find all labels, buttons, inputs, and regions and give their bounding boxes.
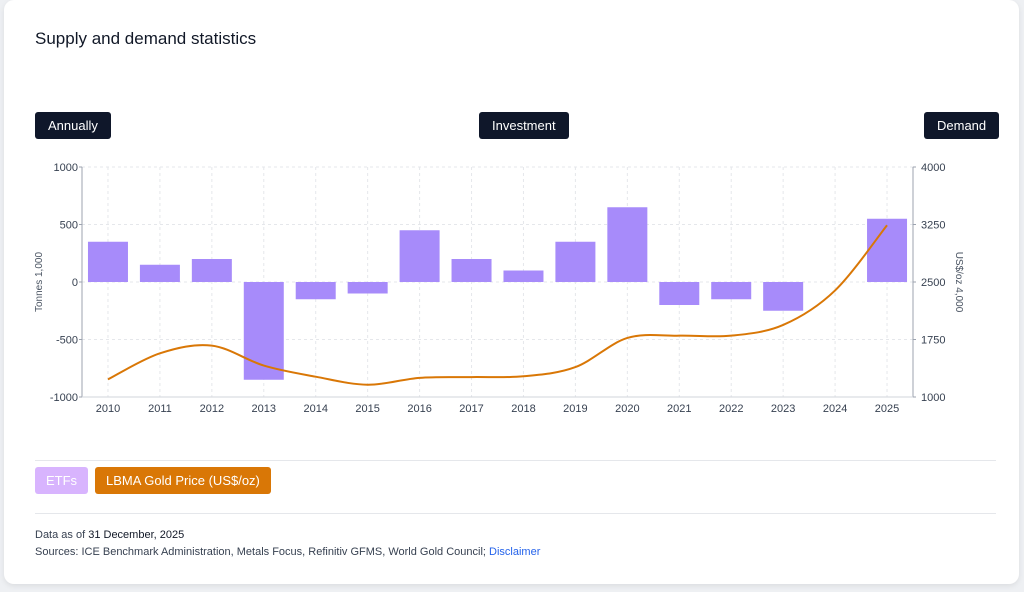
etf-bar — [555, 241, 596, 282]
x-tick-label: 2010 — [96, 403, 120, 415]
x-tick-label: 2022 — [719, 403, 743, 415]
etf-bar — [659, 282, 700, 305]
y2-axis-label: US$/oz 4,000 — [953, 252, 964, 313]
x-tick-label: 2025 — [875, 403, 899, 415]
y-tick-label: 1000 — [54, 162, 78, 174]
x-tick-label: 2012 — [200, 403, 224, 415]
etf-bar — [399, 230, 440, 282]
legend-divider-bottom — [35, 513, 996, 514]
etf-bar — [295, 282, 336, 300]
x-tick-label: 2011 — [148, 403, 172, 415]
y2-tick-label: 1000 — [921, 392, 945, 404]
data-as-of-date: 31 December, 2025 — [88, 529, 185, 541]
sources-text: Sources: ICE Benchmark Administration, M… — [35, 546, 486, 558]
etf-bar — [347, 282, 388, 294]
etf-bar — [503, 270, 544, 282]
x-tick-label: 2021 — [667, 403, 691, 415]
x-tick-label: 2018 — [511, 403, 535, 415]
y-tick-label: 500 — [60, 220, 78, 232]
x-tick-label: 2016 — [407, 403, 431, 415]
legend-etfs-toggle[interactable]: ETFs — [35, 467, 89, 494]
gold-price-line — [107, 224, 888, 386]
combo-chart: 1000 4000 500 3250 0 2500 -500 1750 -1000 1000 Ton… — [34, 162, 964, 415]
etf-bar — [139, 264, 180, 282]
x-tick-label: 2014 — [303, 403, 327, 415]
chart-title: Supply and demand statistics — [35, 29, 257, 48]
x-tick-label: 2013 — [252, 403, 276, 415]
chart-card: Supply and demand statistics Annually In… — [4, 0, 1019, 584]
data-as-of: Data as of 31 December, 2025 — [35, 529, 184, 541]
etf-bar — [191, 259, 232, 282]
legend-gold-price-toggle[interactable]: LBMA Gold Price (US$/oz) — [95, 467, 271, 494]
x-tick-label: 2024 — [823, 403, 847, 415]
x-tick-label: 2015 — [355, 403, 379, 415]
x-tick-label: 2017 — [459, 403, 483, 415]
y-tick-label: -1000 — [50, 392, 78, 404]
y2-tick-label: 3250 — [921, 220, 945, 232]
period-selector-button[interactable]: Annually — [35, 112, 111, 139]
sources-line: Sources: ICE Benchmark Administration, M… — [35, 546, 540, 558]
type-selector-button[interactable]: Demand — [924, 112, 1000, 139]
y-tick-label: -500 — [56, 335, 78, 347]
data-as-of-prefix: Data as of — [35, 529, 86, 541]
x-tick-label: 2023 — [771, 403, 795, 415]
category-selector-button[interactable]: Investment — [479, 112, 569, 139]
etf-bar — [243, 282, 284, 380]
y-tick-label: 0 — [72, 277, 78, 289]
x-tick-label: 2020 — [615, 403, 639, 415]
etf-bar — [763, 282, 804, 311]
legend-divider-top — [35, 460, 996, 461]
etf-bar — [87, 241, 128, 282]
etf-bar — [867, 218, 908, 282]
x-tick-label: 2019 — [563, 403, 587, 415]
disclaimer-link[interactable]: Disclaimer — [489, 546, 541, 558]
y-axis-label: Tonnes 1,000 — [34, 252, 45, 312]
y2-tick-label: 2500 — [921, 277, 945, 289]
y2-tick-label: 1750 — [921, 335, 945, 347]
y2-tick-label: 4000 — [921, 162, 945, 174]
etf-bar — [451, 259, 492, 282]
etf-bar — [711, 282, 752, 300]
etf-bar — [607, 207, 648, 282]
